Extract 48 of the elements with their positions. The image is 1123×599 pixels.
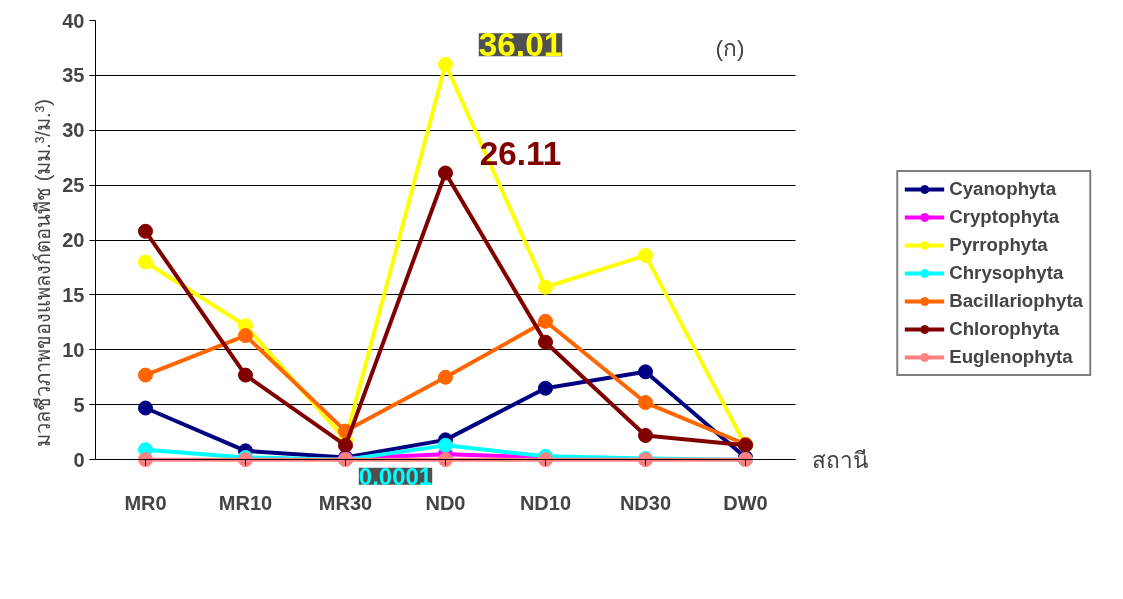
point bbox=[438, 165, 453, 181]
text: สถานี bbox=[811, 446, 868, 473]
point bbox=[438, 56, 453, 72]
y-tick-label: 30 bbox=[62, 119, 85, 142]
y-tick-label: 25 bbox=[62, 174, 85, 197]
legend-label: Euglenophyta bbox=[949, 345, 1073, 368]
x-tick-label: ND30 bbox=[619, 491, 672, 514]
data-label: 36.01 bbox=[478, 26, 563, 64]
point bbox=[138, 367, 153, 383]
y-tick-label: 5 bbox=[73, 393, 85, 416]
point bbox=[138, 223, 153, 239]
legend-label: Bacillariophyta bbox=[949, 289, 1083, 312]
point bbox=[538, 279, 553, 295]
legend-label: Cryptophyta bbox=[949, 205, 1060, 228]
point bbox=[438, 437, 453, 453]
x-tick-label: MR0 bbox=[124, 491, 167, 514]
y-tick-label: 40 bbox=[62, 9, 85, 32]
legend-label: Pyrrophyta bbox=[949, 233, 1048, 256]
point bbox=[238, 367, 253, 383]
point bbox=[138, 254, 153, 270]
annotation: (ก) bbox=[715, 34, 745, 61]
point bbox=[638, 247, 653, 263]
point bbox=[638, 364, 653, 380]
data-label: 0.0001 bbox=[358, 462, 433, 490]
legend-label: Cyanophyta bbox=[949, 177, 1057, 200]
x-tick-label: MR30 bbox=[318, 491, 373, 514]
point bbox=[538, 313, 553, 329]
legend-label: Chrysophyta bbox=[949, 261, 1064, 284]
legend-label: Chlorophyta bbox=[949, 317, 1060, 340]
x-tick-label: ND0 bbox=[425, 491, 466, 514]
point bbox=[238, 328, 253, 344]
x-tick-label: ND10 bbox=[519, 491, 572, 514]
y-tick-label: 20 bbox=[62, 229, 85, 252]
y-axis-title: มวลชีวภาพของแพลงก์ตอนพืช (มม.³/ม.³) bbox=[32, 99, 55, 447]
point bbox=[138, 452, 153, 468]
point bbox=[638, 427, 653, 443]
y-tick-label: 10 bbox=[62, 338, 85, 361]
point bbox=[438, 452, 453, 468]
point bbox=[638, 395, 653, 411]
point bbox=[138, 400, 153, 416]
y-tick-label: 35 bbox=[62, 64, 85, 87]
point bbox=[538, 334, 553, 350]
y-tick-label: 15 bbox=[62, 283, 85, 306]
y-tick-label: 0 bbox=[73, 448, 85, 471]
point bbox=[438, 369, 453, 385]
x-tick-label: DW0 bbox=[723, 491, 768, 514]
x-tick-label: MR10 bbox=[218, 491, 273, 514]
point bbox=[538, 380, 553, 396]
